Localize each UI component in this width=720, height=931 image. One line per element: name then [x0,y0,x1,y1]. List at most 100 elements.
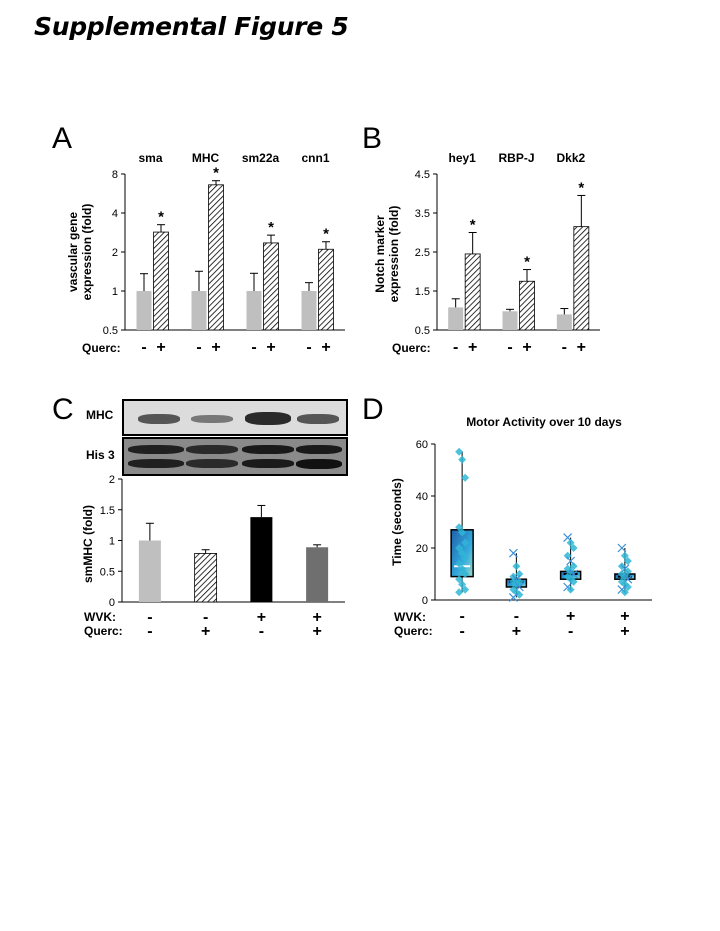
data-point [455,588,464,597]
data-point [508,592,518,602]
blot-band [186,445,238,454]
blot-band [242,459,294,468]
treatment-sign: - [141,339,146,356]
data-point [620,551,629,560]
data-point [569,562,578,571]
row-label: WVK: [394,610,426,624]
significance-star: * [268,219,274,236]
blot-band [186,459,238,468]
blot-his3-image [122,437,348,476]
data-point [566,585,575,594]
y-tick-label: 0 [422,595,428,607]
y-tick-label: 2.5 [415,247,430,259]
querc-sign: + [201,623,210,640]
group-label: MHC [192,151,220,165]
treatment-sign: + [321,339,330,356]
data-point [512,562,521,571]
group-label: sma [138,151,162,165]
data-point [461,473,470,482]
group-label: cnn1 [301,151,329,165]
y-tick-label: 8 [112,169,118,181]
wvk-sign: + [566,608,575,625]
y-tick-label: 2 [109,474,115,486]
blot-band [191,415,233,423]
data-point [455,447,464,456]
data-point [455,544,464,552]
blot-band [245,412,291,425]
y-tick-label: 1 [112,286,118,298]
wvk-sign: - [459,608,464,625]
significance-star: * [578,179,584,196]
bar [208,184,224,331]
querc-sign: - [259,623,264,640]
y-tick-label: 0.5 [100,566,115,578]
treatment-sign: - [196,339,201,356]
data-point [455,575,464,584]
data-point [563,551,572,560]
querc-sign: + [512,623,521,640]
group-label: RBP-J [498,151,534,165]
significance-star: * [524,254,530,271]
significance-star: * [213,165,219,182]
figure-title: Supplemental Figure 5 [34,12,349,41]
chart-title: Motor Activity over 10 days [466,415,622,429]
bar [191,291,207,330]
wvk-sign: + [257,609,266,626]
bar [448,307,464,330]
querc-sign: - [147,623,152,640]
blot-band [296,445,342,454]
blot-mhc-label: MHC [86,408,114,422]
treatment-sign: + [211,339,220,356]
data-point [455,559,464,568]
y-tick-label: 0 [109,597,115,609]
panel-c-label: C [52,393,74,426]
treatment-sign: + [577,339,586,356]
group-label: sm22a [242,151,280,165]
data-point [623,583,632,591]
querc-sign: + [620,623,629,640]
data-point [458,564,467,573]
data-point [623,567,632,576]
bar [519,280,535,331]
y-axis-label: Notch marker [373,215,387,293]
wvk-sign: + [620,608,629,625]
treatment-sign: - [306,339,311,356]
data-point [461,585,470,594]
bar [301,291,317,330]
bar [573,226,590,331]
bar [318,248,334,331]
y-tick-label: 4.5 [415,169,430,181]
treatment-sign: + [522,339,531,356]
blot-his3-label: His 3 [86,448,115,462]
wvk-sign: + [312,609,321,626]
wvk-sign: - [514,608,519,625]
data-point [455,523,464,532]
significance-star: * [158,209,164,226]
y-tick-label: 4 [112,208,118,220]
y-tick-label: 3.5 [415,208,430,220]
blot-band [128,459,184,468]
data-point [623,557,632,565]
treatment-sign: - [562,339,567,356]
significance-star: * [470,217,476,234]
wvk-sign: - [147,609,152,626]
y-tick-label: 1.5 [415,286,430,298]
data-point [461,570,470,578]
querc-sign: + [312,623,321,640]
treatment-sign: - [453,339,458,356]
y-tick-label: 1.5 [100,505,115,517]
data-point [458,455,467,464]
data-point [458,580,467,589]
significance-star: * [323,226,329,243]
data-point [458,549,467,558]
data-point [461,538,470,547]
y-tick-label: 20 [416,543,428,555]
wvk-sign: - [203,609,208,626]
row-label: Querc: [84,624,123,638]
blot-band [128,445,184,454]
blot-mhc-image [122,399,348,436]
bar [502,311,518,330]
y-axis-label: expression (fold) [80,204,94,301]
bar [250,517,273,602]
